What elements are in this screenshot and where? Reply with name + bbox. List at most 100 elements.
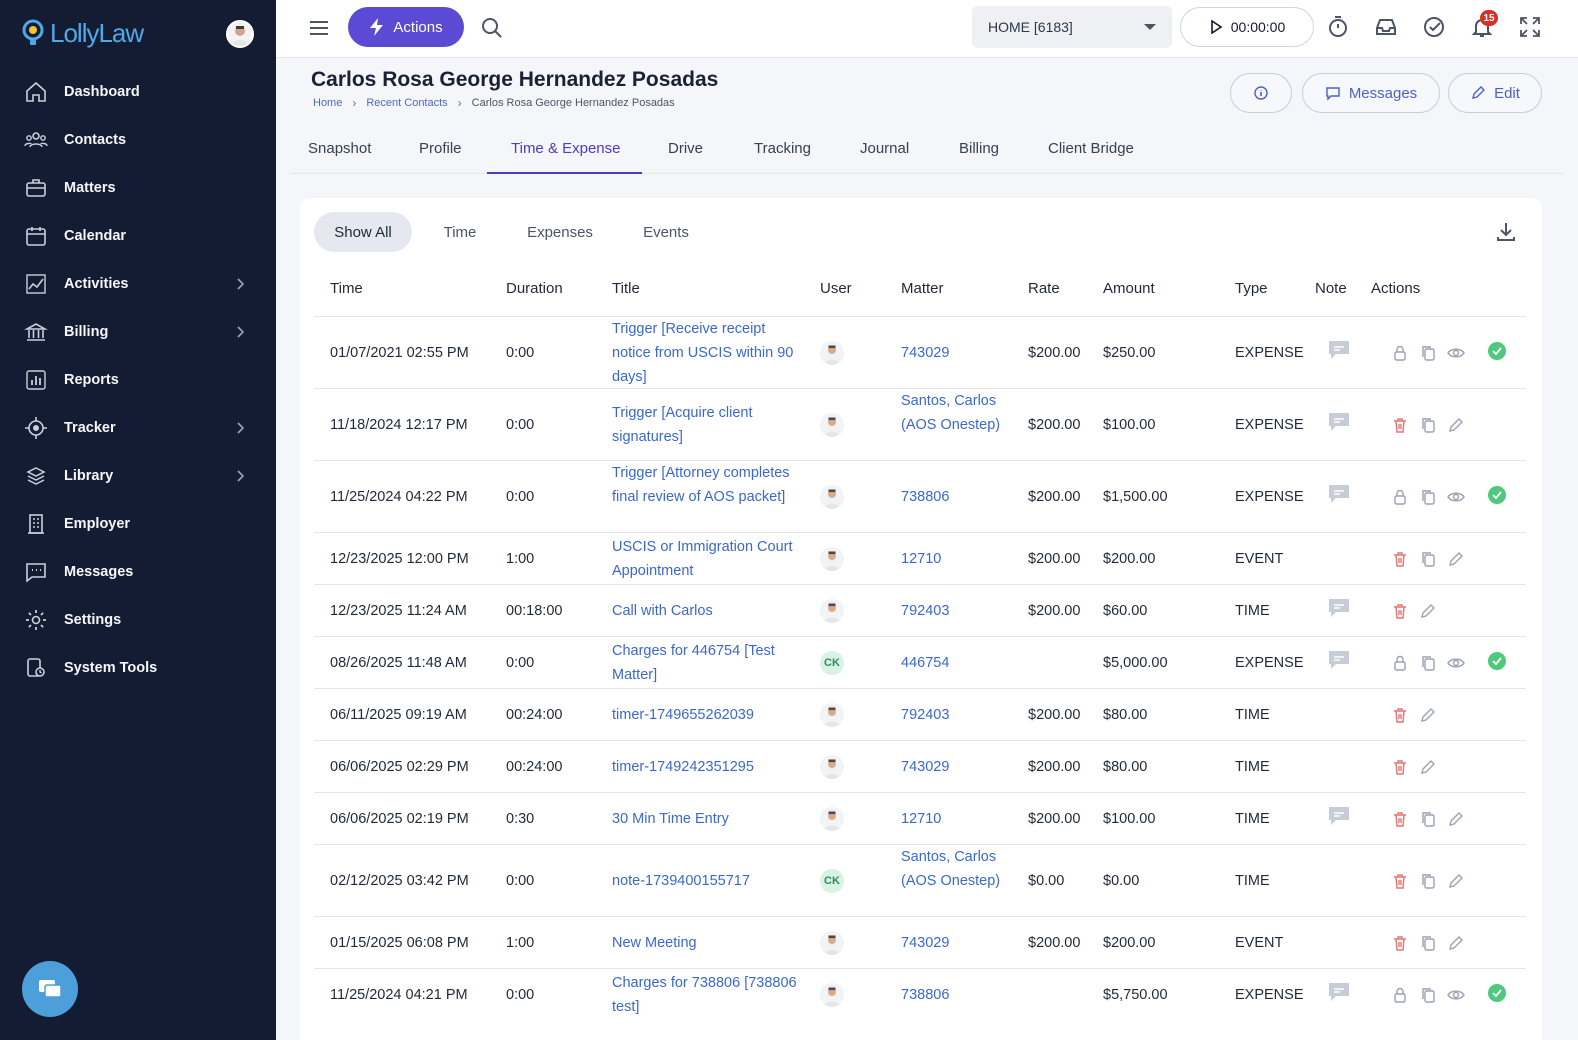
pencil-icon[interactable] <box>1418 705 1438 725</box>
trash-icon[interactable] <box>1390 933 1410 953</box>
sidebar-item-library[interactable]: Library <box>0 452 276 500</box>
info-button[interactable] <box>1230 73 1292 113</box>
note-icon[interactable] <box>1327 805 1351 827</box>
col-rate[interactable]: Rate <box>1028 280 1060 297</box>
tab-snapshot[interactable]: Snapshot <box>308 140 372 157</box>
sidebar-item-system-tools[interactable]: System Tools <box>0 644 276 692</box>
matter-link[interactable]: 738806 <box>901 987 950 1003</box>
trash-icon[interactable] <box>1390 809 1410 829</box>
note-icon[interactable] <box>1327 597 1351 619</box>
breadcrumb-home[interactable]: Home <box>313 97 343 109</box>
copy-icon[interactable] <box>1418 985 1438 1005</box>
pencil-icon[interactable] <box>1446 809 1466 829</box>
title-link[interactable]: Charges for 446754 [Test Matter] <box>612 643 775 683</box>
col-amount[interactable]: Amount <box>1103 280 1155 297</box>
brand-logo[interactable]: LollyLaw <box>20 16 144 50</box>
sidebar-item-billing[interactable]: Billing <box>0 308 276 356</box>
title-link[interactable]: USCIS or Immigration Court Appointment <box>612 539 793 579</box>
matter-link[interactable]: 743029 <box>901 935 950 951</box>
trash-icon[interactable] <box>1390 705 1410 725</box>
title-link[interactable]: Trigger [Receive receipt notice from USC… <box>612 321 794 385</box>
tab-time-expense[interactable]: Time & Expense <box>511 140 621 157</box>
breadcrumb-recent-contacts[interactable]: Recent Contacts <box>366 97 448 109</box>
tab-client-bridge[interactable]: Client Bridge <box>1048 140 1134 157</box>
matter-link[interactable]: Santos, Carlos (AOS Onestep) <box>901 849 1001 889</box>
copy-icon[interactable] <box>1418 487 1438 507</box>
trash-icon[interactable] <box>1390 415 1410 435</box>
filter-events[interactable]: Events <box>643 223 689 241</box>
eye-icon[interactable] <box>1446 487 1466 507</box>
user-avatar[interactable] <box>820 983 844 1007</box>
trash-icon[interactable] <box>1390 871 1410 891</box>
user-initials-avatar[interactable]: CK <box>820 869 844 893</box>
copy-icon[interactable] <box>1418 653 1438 673</box>
pencil-icon[interactable] <box>1418 757 1438 777</box>
trash-icon[interactable] <box>1390 549 1410 569</box>
messages-button[interactable]: Messages <box>1302 73 1440 113</box>
task-check-icon[interactable] <box>1422 15 1446 39</box>
user-avatar[interactable] <box>226 20 254 48</box>
sidebar-item-employer[interactable]: Employer <box>0 500 276 548</box>
copy-icon[interactable] <box>1418 549 1438 569</box>
edit-button[interactable]: Edit <box>1448 73 1542 113</box>
pencil-icon[interactable] <box>1446 415 1466 435</box>
lock-icon[interactable] <box>1390 343 1410 363</box>
lock-icon[interactable] <box>1390 985 1410 1005</box>
user-avatar[interactable] <box>820 413 844 437</box>
title-link[interactable]: timer-1749242351295 <box>612 759 754 775</box>
col-user[interactable]: User <box>820 280 852 297</box>
matter-link[interactable]: 446754 <box>901 655 950 671</box>
col-time[interactable]: Time <box>330 280 363 297</box>
user-avatar[interactable] <box>820 341 844 365</box>
matter-link[interactable]: 738806 <box>901 489 950 505</box>
title-link[interactable]: Charges for 738806 [738806 test] <box>612 975 797 1015</box>
matter-link[interactable]: 792403 <box>901 603 950 619</box>
tab-drive[interactable]: Drive <box>668 140 704 157</box>
title-link[interactable]: note-1739400155717 <box>612 873 750 889</box>
trash-icon[interactable] <box>1390 757 1410 777</box>
filter-show-all[interactable]: Show All <box>314 212 412 252</box>
user-avatar[interactable] <box>820 703 844 727</box>
stopwatch-icon[interactable] <box>1326 15 1350 39</box>
user-initials-avatar[interactable]: CK <box>820 651 844 675</box>
tab-billing[interactable]: Billing <box>959 140 1000 157</box>
col-duration[interactable]: Duration <box>506 280 563 297</box>
matter-link[interactable]: 792403 <box>901 707 950 723</box>
sidebar-item-reports[interactable]: Reports <box>0 356 276 404</box>
copy-icon[interactable] <box>1418 809 1438 829</box>
chat-button[interactable] <box>22 961 78 1017</box>
pencil-icon[interactable] <box>1446 549 1466 569</box>
note-icon[interactable] <box>1327 981 1351 1003</box>
pencil-icon[interactable] <box>1446 871 1466 891</box>
filter-expenses[interactable]: Expenses <box>527 223 593 241</box>
workspace-select[interactable]: HOME [6183] <box>972 6 1172 48</box>
eye-icon[interactable] <box>1446 343 1466 363</box>
search-icon[interactable] <box>480 16 504 40</box>
title-link[interactable]: Call with Carlos <box>612 603 713 619</box>
copy-icon[interactable] <box>1418 933 1438 953</box>
col-note[interactable]: Note <box>1315 280 1347 297</box>
tab-profile[interactable]: Profile <box>419 140 462 157</box>
eye-icon[interactable] <box>1446 985 1466 1005</box>
inbox-icon[interactable] <box>1374 15 1398 39</box>
col-type[interactable]: Type <box>1235 280 1268 297</box>
timer-button[interactable]: 00:00:00 <box>1180 7 1314 47</box>
sidebar-item-contacts[interactable]: Contacts <box>0 116 276 164</box>
note-icon[interactable] <box>1327 483 1351 505</box>
matter-link[interactable]: 743029 <box>901 759 950 775</box>
user-avatar[interactable] <box>820 755 844 779</box>
copy-icon[interactable] <box>1418 343 1438 363</box>
user-avatar[interactable] <box>820 599 844 623</box>
eye-icon[interactable] <box>1446 653 1466 673</box>
matter-link[interactable]: 743029 <box>901 345 950 361</box>
download-icon[interactable] <box>1494 220 1518 244</box>
sidebar-item-tracker[interactable]: Tracker <box>0 404 276 452</box>
title-link[interactable]: Trigger [Acquire client signatures] <box>612 405 753 445</box>
sidebar-item-settings[interactable]: Settings <box>0 596 276 644</box>
user-avatar[interactable] <box>820 547 844 571</box>
copy-icon[interactable] <box>1418 871 1438 891</box>
title-link[interactable]: timer-1749655262039 <box>612 707 754 723</box>
copy-icon[interactable] <box>1418 415 1438 435</box>
matter-link[interactable]: 12710 <box>901 551 942 567</box>
trash-icon[interactable] <box>1390 601 1410 621</box>
